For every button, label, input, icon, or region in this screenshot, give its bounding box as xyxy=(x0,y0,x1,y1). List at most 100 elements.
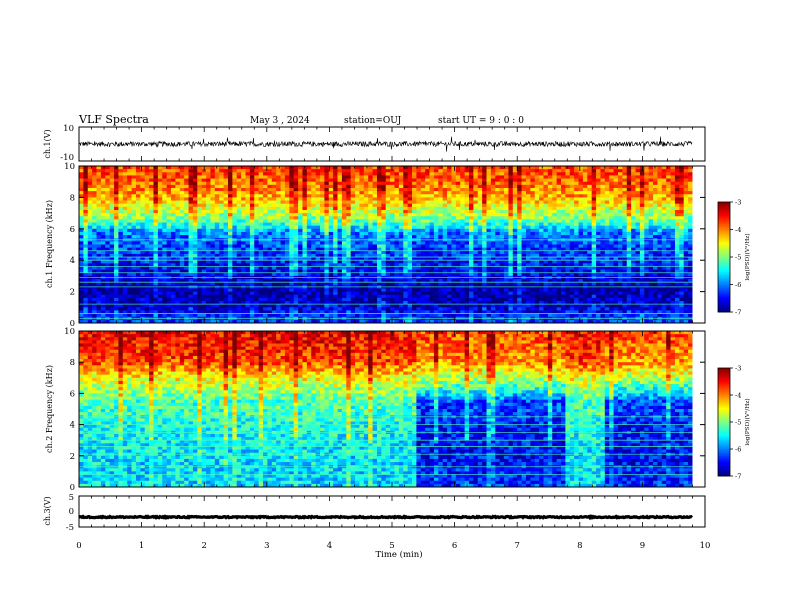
heatmap-cell xyxy=(192,178,198,183)
heatmap-cell xyxy=(298,225,303,230)
heatmap-cell xyxy=(504,178,509,183)
heatmap-cell xyxy=(157,194,163,198)
heatmap-cell xyxy=(438,288,444,292)
heatmap-cell xyxy=(464,235,470,239)
heatmap-cell xyxy=(447,253,452,258)
heatmap-cell xyxy=(469,253,474,258)
heatmap-cell xyxy=(162,247,168,252)
heatmap-cell xyxy=(311,313,317,318)
heatmap-cell xyxy=(407,191,413,195)
heatmap-cell xyxy=(460,216,466,220)
heatmap-cell xyxy=(298,304,303,308)
heatmap-cell xyxy=(390,247,395,252)
heatmap-cell xyxy=(302,184,308,189)
heatmap-cell xyxy=(394,191,400,195)
heatmap-cell xyxy=(232,203,238,208)
heatmap-cell xyxy=(460,219,466,223)
heatmap-cell xyxy=(473,178,479,183)
heatmap-cell xyxy=(206,266,211,271)
heatmap-cell xyxy=(333,206,338,211)
heatmap-cell xyxy=(333,304,338,308)
heatmap-cell xyxy=(455,225,461,230)
heatmap-cell xyxy=(280,294,286,299)
heatmap-cell xyxy=(495,241,501,245)
heatmap-cell xyxy=(460,253,466,258)
heatmap-cell xyxy=(368,241,373,245)
heatmap-cell xyxy=(350,288,356,292)
heatmap-cell xyxy=(197,269,203,274)
heatmap-cell xyxy=(140,235,146,239)
heatmap-cell xyxy=(355,187,360,192)
heatmap-cell xyxy=(333,260,338,264)
heatmap-cell xyxy=(477,288,483,292)
heatmap-cell xyxy=(416,313,422,318)
heatmap-cell xyxy=(398,184,404,189)
heatmap-cell xyxy=(328,216,334,220)
heatmap-cell xyxy=(236,288,242,292)
heatmap-cell xyxy=(394,219,400,223)
heatmap-cell xyxy=(390,319,395,324)
heatmap-cell xyxy=(284,244,290,249)
heatmap-cell xyxy=(122,257,128,261)
heatmap-cell xyxy=(442,219,448,223)
heatmap-cell xyxy=(184,266,189,271)
heatmap-cell xyxy=(293,301,299,305)
heatmap-cell xyxy=(504,244,509,249)
heatmap-cell xyxy=(508,231,514,236)
heatmap-cell xyxy=(271,291,277,296)
heatmap-cell xyxy=(477,172,483,176)
heatmap-cell xyxy=(403,253,409,258)
heatmap-cell xyxy=(429,247,435,252)
heatmap-cell xyxy=(315,228,321,233)
heatmap-cell xyxy=(482,257,487,261)
heatmap-cell xyxy=(166,297,172,302)
heatmap-cell xyxy=(311,250,317,255)
heatmap-cell xyxy=(381,257,387,261)
heatmap-cell xyxy=(508,235,514,239)
heatmap-cell xyxy=(464,222,470,227)
heatmap-cell xyxy=(175,175,181,179)
heatmap-cell xyxy=(311,181,317,186)
heatmap-cell xyxy=(394,257,400,261)
heatmap-cell xyxy=(376,235,382,239)
heatmap-cell xyxy=(333,231,338,236)
heatmap-cell xyxy=(482,181,487,186)
heatmap-cell xyxy=(359,200,365,205)
heatmap-cell xyxy=(197,187,203,192)
heatmap-cell xyxy=(267,313,273,318)
heatmap-cell xyxy=(403,225,409,230)
heatmap-cell xyxy=(144,172,150,176)
heatmap-cell xyxy=(271,197,277,201)
heatmap-cell xyxy=(368,213,373,217)
heatmap-cell xyxy=(293,191,299,195)
heatmap-cell xyxy=(127,272,132,277)
heatmap-cell xyxy=(324,206,330,211)
heatmap-cell xyxy=(227,209,233,214)
heatmap-cell xyxy=(171,231,176,236)
heatmap-cell xyxy=(166,301,172,305)
heatmap-cell xyxy=(442,266,448,271)
heatmap-cell xyxy=(232,294,238,299)
heatmap-cell xyxy=(429,301,435,305)
heatmap-cell xyxy=(83,225,89,230)
heatmap-cell xyxy=(433,191,439,195)
heatmap-cell xyxy=(263,213,268,217)
heatmap-cell xyxy=(460,206,466,211)
heatmap-cell xyxy=(276,219,281,223)
heatmap-cell xyxy=(482,313,487,318)
heatmap-cell xyxy=(447,231,452,236)
heatmap-cell xyxy=(412,213,417,217)
heatmap-cell xyxy=(355,191,360,195)
heatmap-cell xyxy=(214,301,220,305)
heatmap-cell xyxy=(83,307,89,311)
heatmap-cell xyxy=(438,231,444,236)
heatmap-cell xyxy=(477,216,483,220)
heatmap-cell xyxy=(442,263,448,267)
station-label: station=OUJ xyxy=(344,116,402,126)
heatmap-cell xyxy=(438,166,444,170)
heatmap-cell xyxy=(298,244,303,249)
heatmap-cell xyxy=(258,241,264,245)
heatmap-cell xyxy=(302,263,308,267)
heatmap-cell xyxy=(105,253,111,258)
heatmap-cell xyxy=(469,304,474,308)
